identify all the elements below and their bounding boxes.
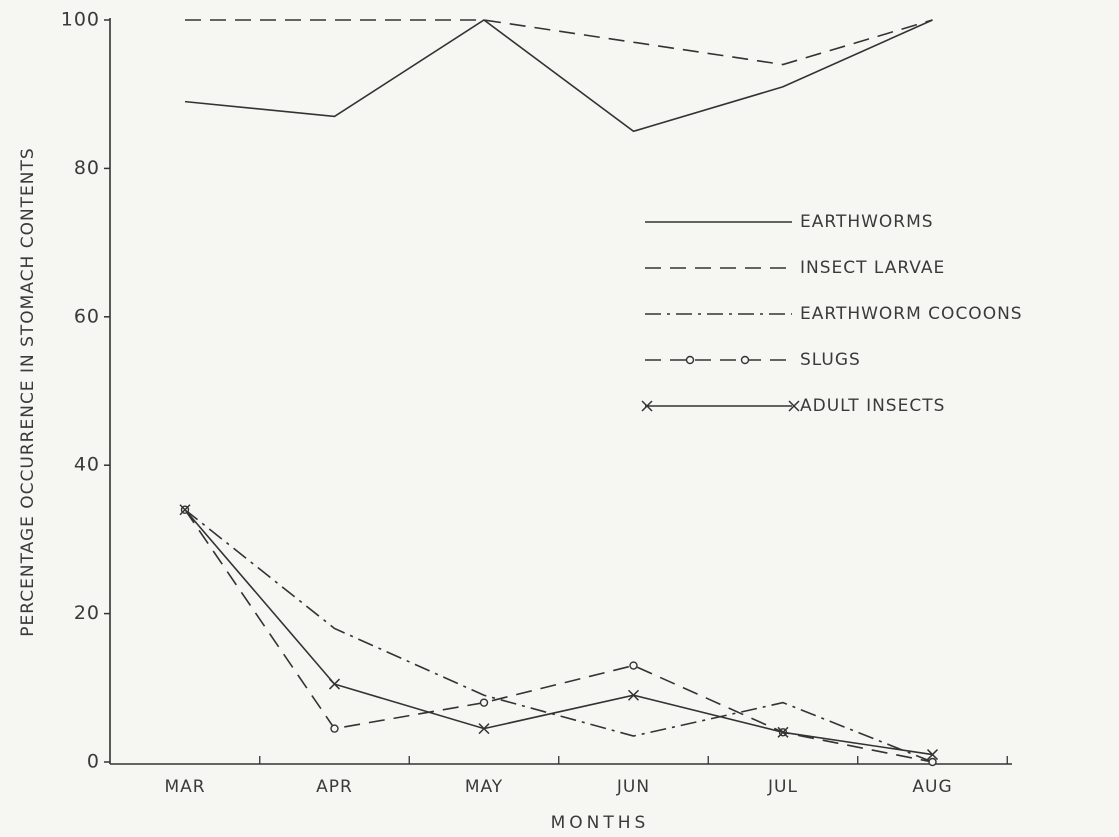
series-line — [184, 509, 933, 763]
point — [330, 724, 339, 733]
x-tick-label: JUN — [616, 777, 650, 797]
x-tick-label: MAY — [465, 777, 503, 797]
point — [179, 504, 191, 516]
point — [328, 678, 341, 690]
series-line — [184, 509, 933, 756]
y-tick-label: 80 — [74, 157, 100, 179]
point — [777, 726, 789, 738]
legend-marker — [685, 355, 695, 365]
point — [478, 723, 490, 735]
legend-marker — [641, 400, 653, 412]
legend-label: EARTHWORM COCOONS — [800, 304, 1023, 324]
y-tick-label: 20 — [74, 602, 100, 624]
point — [928, 757, 937, 767]
y-tick-label: 40 — [74, 454, 100, 476]
y-axis-label: PERCENTAGE OCCURRENCE IN STOMACH CONTENT… — [18, 147, 38, 636]
series-line — [184, 19, 933, 133]
legend-label: INSECT LARVAE — [800, 258, 945, 278]
x-axis-label: MONTHS — [551, 813, 650, 833]
legend-marker — [740, 355, 750, 365]
y-tick-label: 60 — [74, 305, 100, 327]
x-tick-label: APR — [316, 777, 353, 797]
x-tick-label: AUG — [912, 777, 952, 797]
legend-label: EARTHWORMS — [800, 212, 934, 232]
x-tick-label: JUL — [767, 777, 798, 797]
legend-label: ADULT INSECTS — [800, 396, 945, 416]
legend-marker — [788, 400, 800, 412]
series-line — [184, 509, 933, 763]
point — [479, 698, 489, 707]
point — [629, 661, 638, 670]
y-tick-label: 0 — [87, 751, 100, 773]
legend-label: SLUGS — [800, 350, 861, 370]
point — [627, 689, 640, 701]
x-tick-label: MAR — [164, 777, 205, 797]
series-line — [185, 19, 933, 66]
point — [926, 749, 939, 761]
y-tick-label: 100 — [61, 9, 100, 31]
